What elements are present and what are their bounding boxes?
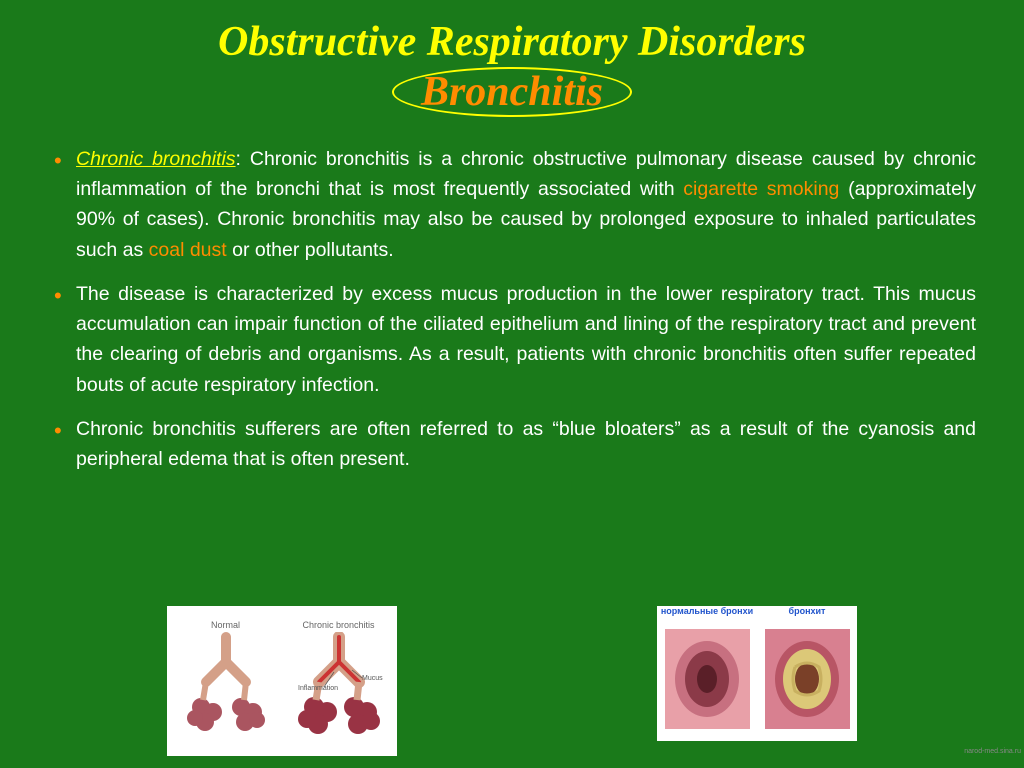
- slide-title-block: Obstructive Respiratory Disorders Bronch…: [0, 0, 1024, 116]
- image-row: Normal Chronic bronchitis Inflammation: [0, 606, 1024, 756]
- diagram-left-bronchi: Normal Chronic bronchitis Inflammation: [167, 606, 397, 756]
- title-line-1: Obstructive Respiratory Disorders: [0, 18, 1024, 66]
- highlight-cigarette-smoking: cigarette smoking: [683, 178, 839, 200]
- bullet-item-2: The disease is characterized by excess m…: [48, 279, 976, 400]
- label-normal: Normal: [173, 620, 278, 630]
- image-attribution: narod-med.sina.ru: [964, 748, 1021, 755]
- bronchus-tube-bronchitis-icon: [765, 629, 850, 729]
- term-chronic-bronchitis: Chronic bronchitis: [76, 148, 236, 170]
- subtitle-wrap: Bronchitis: [391, 68, 633, 116]
- diagram-right-bronchi: нормальные бронхи бронхит: [657, 606, 857, 741]
- highlight-coal-dust: coal dust: [149, 239, 227, 261]
- label-ru-bronchitis: бронхит: [757, 606, 857, 616]
- label-ru-normal: нормальные бронхи: [657, 606, 757, 616]
- label-chronic: Chronic bronchitis: [286, 620, 391, 630]
- text-seg: Chronic bronchitis sufferers are often r…: [76, 418, 976, 470]
- text-seg: The disease is characterized by excess m…: [76, 283, 976, 396]
- bullet-item-1: Chronic bronchitis: Chronic bronchitis i…: [48, 144, 976, 265]
- svg-text:Mucus: Mucus: [362, 675, 383, 682]
- content-area: Chronic bronchitis: Chronic bronchitis i…: [0, 116, 1024, 474]
- text-seg: or other pollutants.: [227, 239, 394, 261]
- title-line-2: Bronchitis: [391, 68, 633, 116]
- bronchi-chronic-icon: Inflammation Mucus: [294, 632, 384, 742]
- bullet-item-3: Chronic bronchitis sufferers are often r…: [48, 414, 976, 474]
- sep: :: [236, 148, 250, 170]
- bronchi-normal-icon: [181, 632, 271, 742]
- svg-text:Inflammation: Inflammation: [298, 685, 338, 692]
- bullet-list: Chronic bronchitis: Chronic bronchitis i…: [48, 144, 976, 474]
- bronchus-tube-normal-icon: [665, 629, 750, 729]
